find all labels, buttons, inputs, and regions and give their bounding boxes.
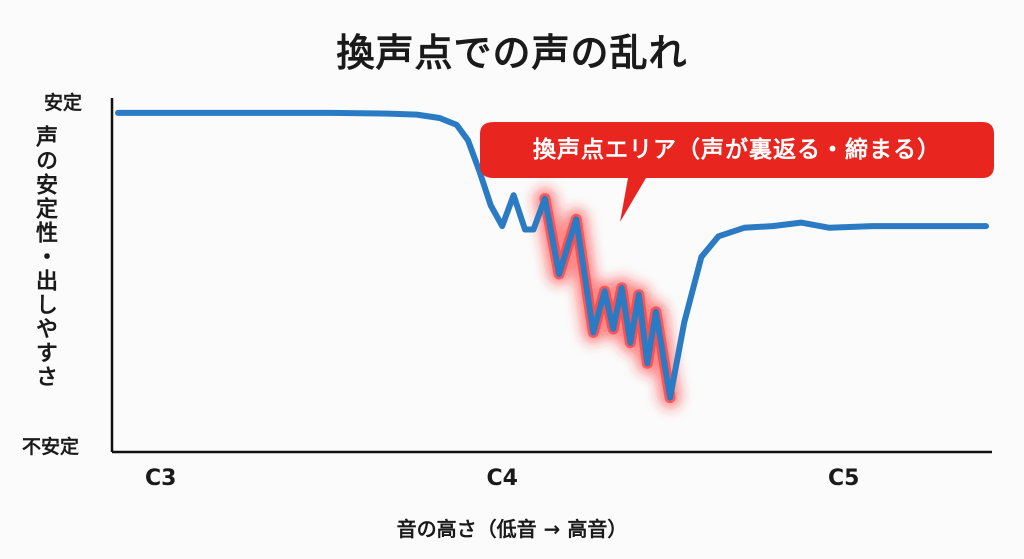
y-top-label: 安定 — [44, 92, 83, 114]
x-tick-c5: C5 — [827, 466, 860, 491]
y-axis-label: 声の安定性・出しやすさ — [32, 125, 57, 389]
series-line — [115, 109, 989, 401]
chart-title: 換声点での声の乱れ — [336, 31, 688, 75]
callout-bubble — [480, 122, 994, 222]
x-tick-c3: C3 — [144, 466, 177, 491]
y-bottom-label: 不安定 — [22, 436, 80, 458]
x-axis-label: 音の高さ（低音 → 高音） — [396, 517, 628, 541]
callout-label: 換声点エリア（声が裏返る・締まる） — [533, 137, 941, 163]
x-tick-c4: C4 — [486, 466, 518, 491]
